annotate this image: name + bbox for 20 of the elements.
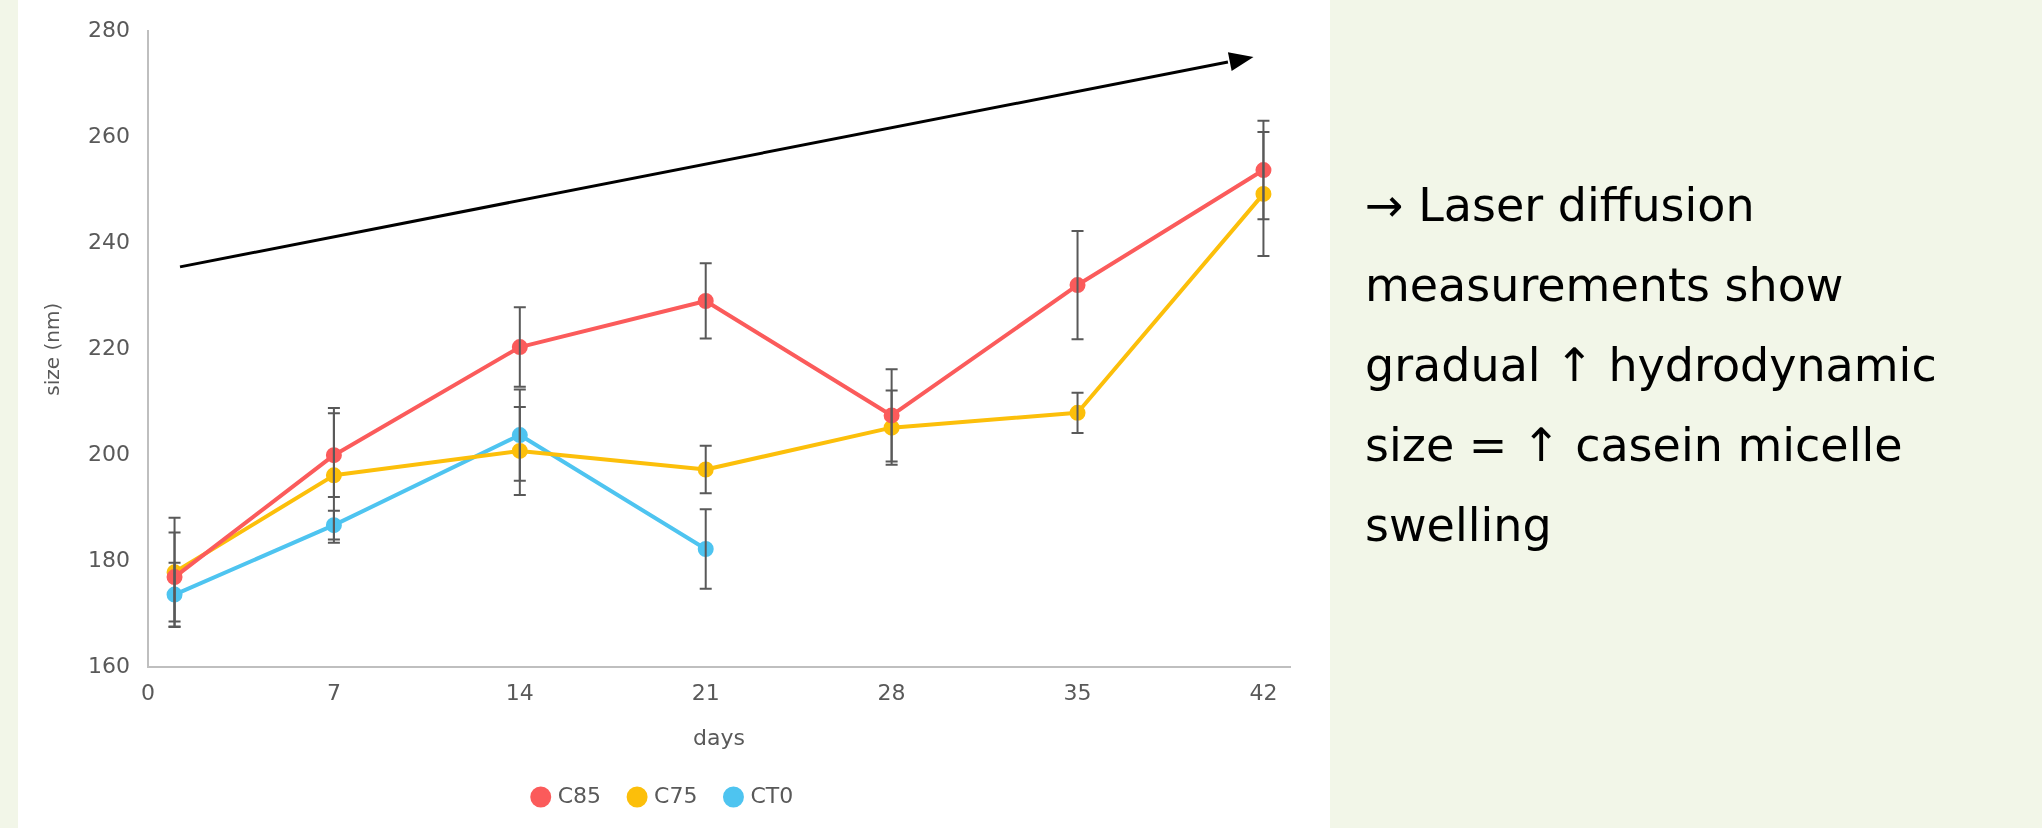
y-tick-label: 260 [87,122,130,148]
x-tick-label: 28 [877,680,906,706]
x-tick-label: 7 [326,680,341,706]
x-tick-label: 0 [140,680,155,706]
legend-label: CT0 [750,782,794,808]
y-tick-label: 280 [87,16,130,42]
text: → Laser diffusion measurements show gradual ↑ hydrodynamic size = ↑ casein micelle swelling [1365,177,1938,554]
legend-label: C85 [557,782,602,808]
y-tick-label: 240 [87,228,130,254]
y-tick-label: 160 [87,652,130,678]
y-tick-label: 220 [87,334,130,360]
x-tick-label: 35 [1063,680,1092,706]
y-tick-label: 200 [87,440,130,466]
y-tick-label: 180 [87,546,130,572]
legend-label: C75 [654,782,698,808]
x-tick-label: 14 [505,680,534,706]
x-tick-label: 42 [1249,680,1278,706]
x-tick-label: 21 [691,680,720,706]
y-axis-title: size (nm) [40,302,65,396]
x-axis-title: days [693,724,745,750]
